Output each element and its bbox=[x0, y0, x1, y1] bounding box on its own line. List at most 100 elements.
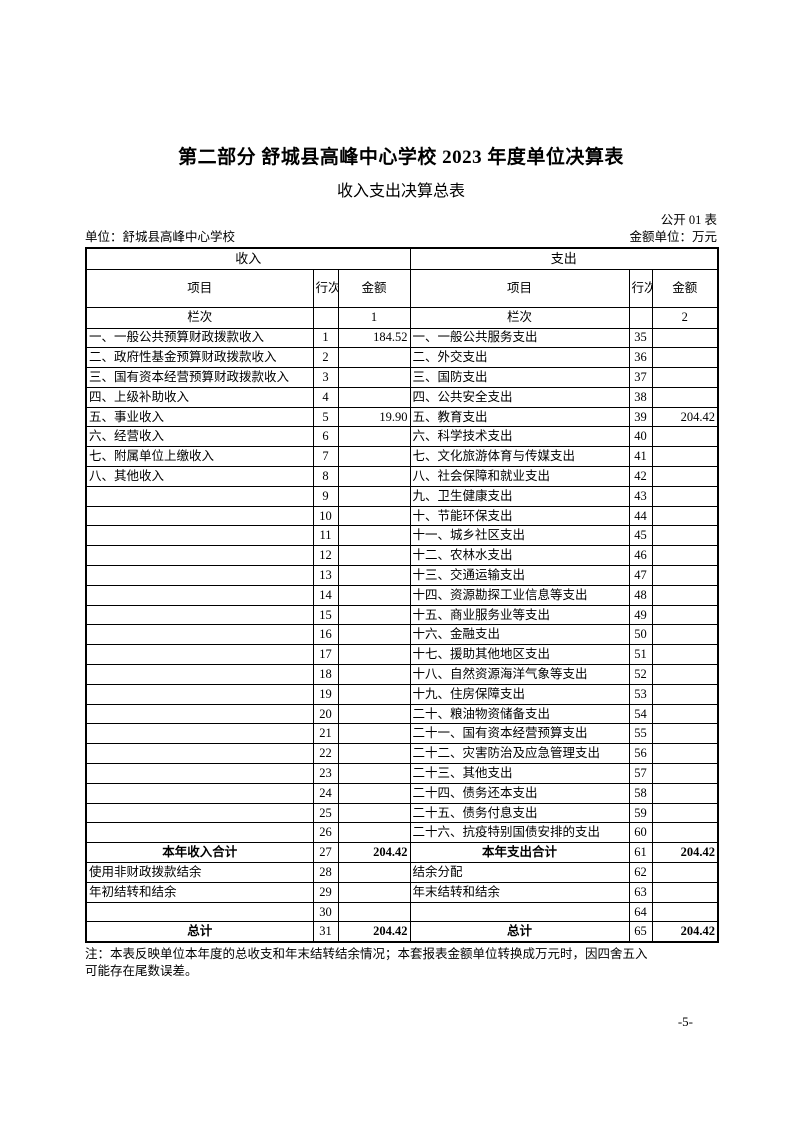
table-row: 21 二十一、国有资本经营预算支出 55 bbox=[85, 723, 719, 745]
income-line-cell: 22 bbox=[312, 743, 339, 765]
expense-line-cell: 62 bbox=[628, 862, 653, 883]
income-item-cell: 使用非财政拨款结余 bbox=[85, 862, 314, 883]
income-item-cell: 一、一般公共预算财政拨款收入 bbox=[85, 327, 314, 349]
expense-item-cell: 总计 bbox=[409, 921, 630, 943]
section-header-row: 收入 支出 bbox=[85, 247, 719, 270]
column-header-row: 项目 行次 金额 项目 行次 金额 bbox=[85, 268, 719, 308]
table-row: 本年收入合计 27 204.42 本年支出合计 61 204.42 bbox=[85, 842, 719, 864]
income-item-cell bbox=[85, 664, 314, 685]
income-amount-cell bbox=[337, 802, 411, 824]
expense-amount-cell bbox=[651, 584, 719, 606]
expense-amount-cell bbox=[651, 565, 719, 586]
table-row: 30 64 bbox=[85, 901, 719, 923]
table-row: 25 二十五、债务付息支出 59 bbox=[85, 802, 719, 824]
expense-item-cell: 一、一般公共服务支出 bbox=[409, 327, 630, 349]
income-amount-cell bbox=[337, 683, 411, 705]
income-expense-summary-table: 收入 支出 项目 行次 金额 项目 行次 金额 栏次 1 栏次 2 一、一般公共… bbox=[85, 247, 720, 943]
income-amount-cell bbox=[337, 505, 411, 527]
income-line-cell: 12 bbox=[312, 545, 339, 567]
amount-unit-label: 金额单位：万元 bbox=[629, 230, 717, 244]
income-item-cell: 本年收入合计 bbox=[85, 842, 314, 864]
table-row: 9 九、卫生健康支出 43 bbox=[85, 485, 719, 507]
income-amount-cell bbox=[337, 723, 411, 745]
income-item-cell bbox=[85, 802, 314, 824]
expense-item-cell: 结余分配 bbox=[409, 862, 630, 883]
income-line-cell: 17 bbox=[312, 644, 339, 666]
expense-line-cell: 46 bbox=[628, 545, 653, 567]
income-line-cell: 10 bbox=[312, 505, 339, 527]
expense-amount-cell bbox=[651, 466, 719, 487]
income-line-cell: 11 bbox=[312, 525, 339, 547]
income-item-cell bbox=[85, 525, 314, 547]
expense-amount-cell bbox=[651, 367, 719, 388]
expense-item-cell: 五、教育支出 bbox=[409, 406, 630, 428]
expense-amount-cell bbox=[651, 446, 719, 468]
table-row: 19 十九、住房保障支出 53 bbox=[85, 683, 719, 705]
expense-line-cell: 60 bbox=[628, 822, 653, 844]
income-line-cell: 18 bbox=[312, 664, 339, 685]
table-row: 12 十二、农林水支出 46 bbox=[85, 545, 719, 567]
expense-line-cell: 45 bbox=[628, 525, 653, 547]
income-line-no-header: 行次 bbox=[312, 268, 339, 308]
table-row: 总计 31 204.42 总计 65 204.42 bbox=[85, 921, 719, 943]
table-row: 22 二十二、灾害防治及应急管理支出 56 bbox=[85, 743, 719, 765]
expense-amount-cell bbox=[651, 743, 719, 765]
expense-amount-cell bbox=[651, 624, 719, 646]
income-line-cell: 15 bbox=[312, 604, 339, 626]
table-row: 三、国有资本经营预算财政拨款收入 3 三、国防支出 37 bbox=[85, 367, 719, 388]
expense-item-cell: 二、外交支出 bbox=[409, 347, 630, 369]
expense-amount-cell: 204.42 bbox=[651, 921, 719, 943]
expense-line-no-header: 行次 bbox=[628, 268, 653, 308]
table-row: 18 十八、自然资源海洋气象等支出 52 bbox=[85, 664, 719, 685]
income-amount-cell bbox=[337, 446, 411, 468]
income-line-cell: 27 bbox=[312, 842, 339, 864]
income-line-cell: 29 bbox=[312, 881, 339, 903]
income-amount-cell: 204.42 bbox=[337, 921, 411, 943]
expense-line-cell: 47 bbox=[628, 565, 653, 586]
expense-item-cell: 二十一、国有资本经营预算支出 bbox=[409, 723, 630, 745]
income-line-cell: 5 bbox=[312, 406, 339, 428]
expense-amount-cell bbox=[651, 347, 719, 369]
table-row: 一、一般公共预算财政拨款收入 1 184.52 一、一般公共服务支出 35 bbox=[85, 327, 719, 349]
expense-amount-cell: 204.42 bbox=[651, 406, 719, 428]
expense-line-cell: 55 bbox=[628, 723, 653, 745]
table-body: 一、一般公共预算财政拨款收入 1 184.52 一、一般公共服务支出 35 二、政府性基金… bbox=[85, 327, 719, 943]
income-item-cell bbox=[85, 723, 314, 745]
expense-item-cell: 九、卫生健康支出 bbox=[409, 485, 630, 507]
expense-amount-cell bbox=[651, 327, 719, 349]
expense-amount-cell bbox=[651, 485, 719, 507]
income-line-cell: 23 bbox=[312, 763, 339, 784]
expense-item-cell: 十七、援助其他地区支出 bbox=[409, 644, 630, 666]
expense-lanci-no: 2 bbox=[651, 306, 719, 329]
expense-line-cell: 61 bbox=[628, 842, 653, 864]
table-row: 13 十三、交通运输支出 47 bbox=[85, 565, 719, 586]
income-amount-header: 金额 bbox=[337, 268, 411, 308]
expense-line-cell: 37 bbox=[628, 367, 653, 388]
income-item-cell bbox=[85, 485, 314, 507]
expense-line-cell: 52 bbox=[628, 664, 653, 685]
table-row: 24 二十四、债务还本支出 58 bbox=[85, 782, 719, 804]
income-line-cell: 16 bbox=[312, 624, 339, 646]
document-page: 第二部分 舒城县高峰中心学校 2023 年度单位决算表 收入支出决算总表 公开 … bbox=[85, 0, 720, 1030]
table-row: 15 十五、商业服务业等支出 49 bbox=[85, 604, 719, 626]
income-line-cell: 9 bbox=[312, 485, 339, 507]
expense-amount-cell bbox=[651, 664, 719, 685]
expense-item-cell: 四、公共安全支出 bbox=[409, 386, 630, 408]
expense-amount-header: 金额 bbox=[651, 268, 719, 308]
income-line-cell: 8 bbox=[312, 466, 339, 487]
income-line-cell: 6 bbox=[312, 426, 339, 448]
expense-line-cell: 43 bbox=[628, 485, 653, 507]
note-line-1: 注：本表反映单位本年度的总收支和年末结转结余情况；本套报表金额单位转换成万元时，… bbox=[85, 946, 648, 961]
income-item-cell: 六、经营收入 bbox=[85, 426, 314, 448]
table-row: 四、上级补助收入 4 四、公共安全支出 38 bbox=[85, 386, 719, 408]
income-section-header: 收入 bbox=[85, 247, 411, 270]
expense-amount-cell bbox=[651, 703, 719, 725]
income-amount-cell bbox=[337, 584, 411, 606]
expense-section-header: 支出 bbox=[409, 247, 719, 270]
income-item-cell bbox=[85, 565, 314, 586]
table-row: 23 二十三、其他支出 57 bbox=[85, 763, 719, 784]
expense-item-cell: 二十二、灾害防治及应急管理支出 bbox=[409, 743, 630, 765]
income-line-cell: 7 bbox=[312, 446, 339, 468]
income-amount-cell bbox=[337, 386, 411, 408]
income-item-cell: 七、附属单位上缴收入 bbox=[85, 446, 314, 468]
